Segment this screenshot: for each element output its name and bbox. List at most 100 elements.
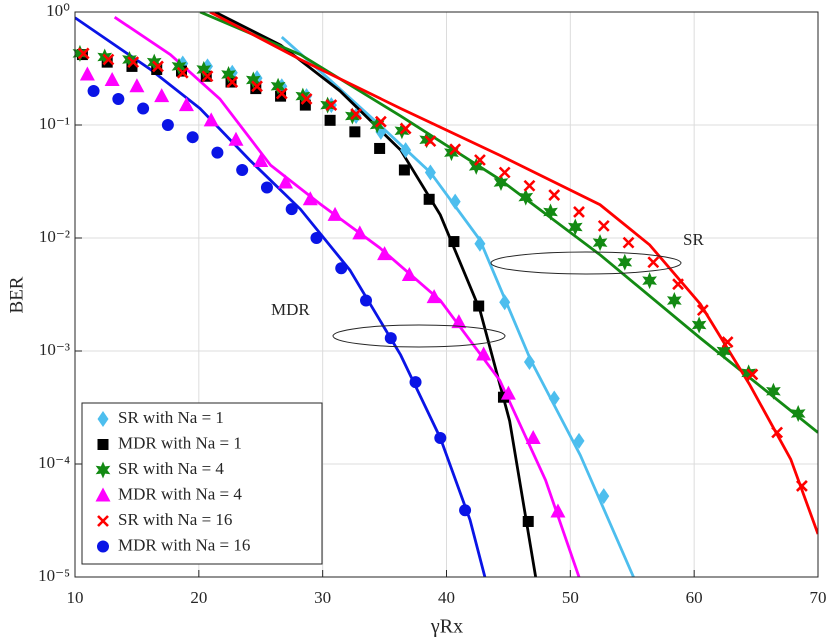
- star-marker: [171, 57, 187, 75]
- diamond-marker: [400, 142, 412, 159]
- x-marker: [399, 122, 412, 135]
- x-marker: [275, 87, 288, 100]
- x-tick-label: 40: [438, 588, 455, 607]
- diamond-marker: [598, 488, 610, 505]
- star-marker: [567, 218, 583, 236]
- square-marker: [398, 164, 410, 176]
- legend-label: MDR with Na = 16: [118, 535, 250, 554]
- square-marker: [423, 193, 435, 205]
- triangle-marker: [129, 78, 145, 93]
- diamond-marker: [424, 164, 436, 181]
- x-marker: [795, 479, 808, 492]
- x-marker: [226, 76, 239, 88]
- square-marker: [299, 99, 311, 111]
- legend-label: SR with Na = 1: [118, 408, 224, 427]
- circle-marker: [137, 102, 150, 115]
- star-marker: [72, 44, 88, 62]
- circle-marker: [360, 294, 373, 307]
- star-marker: [245, 71, 261, 89]
- square-marker: [324, 114, 336, 126]
- x-tick-label: 30: [314, 588, 331, 607]
- diamond-marker: [548, 390, 560, 407]
- square-marker: [349, 126, 361, 138]
- star-marker: [691, 316, 707, 334]
- square-marker: [522, 515, 534, 527]
- triangle-marker: [352, 225, 368, 240]
- star-marker: [741, 364, 757, 382]
- star-marker: [592, 234, 608, 252]
- x-tick-label: 20: [190, 588, 207, 607]
- annotation: MDR: [271, 300, 310, 319]
- annotation: SR: [683, 230, 704, 249]
- markers: [72, 44, 808, 527]
- x-marker: [449, 143, 462, 156]
- x-marker: [696, 304, 709, 317]
- x-marker: [127, 56, 140, 69]
- x-marker: [300, 93, 313, 105]
- x-marker: [672, 278, 684, 291]
- x-marker: [374, 115, 387, 128]
- x-tick-label: 70: [810, 588, 827, 607]
- x-marker: [251, 80, 263, 93]
- square-marker: [473, 300, 485, 312]
- star-marker: [716, 342, 732, 360]
- triangle-marker: [500, 385, 516, 400]
- star-marker: [642, 272, 657, 290]
- curve: [75, 16, 487, 577]
- x-marker: [548, 189, 561, 201]
- circle-marker: [211, 146, 224, 159]
- circle-marker: [87, 84, 100, 97]
- x-marker: [152, 60, 164, 73]
- triangle-marker: [203, 112, 219, 127]
- star-marker: [468, 157, 484, 175]
- triangle-marker: [377, 246, 393, 261]
- circle-marker: [236, 163, 249, 176]
- curve: [113, 16, 581, 577]
- x-marker: [474, 154, 486, 166]
- triangle-marker: [253, 153, 269, 168]
- circle-marker: [384, 332, 397, 345]
- x-marker: [746, 368, 759, 381]
- legend-label: SR with Na = 4: [118, 459, 224, 478]
- y-tick-label: 10⁰: [46, 1, 70, 20]
- y-tick-label: 10⁻⁴: [38, 453, 70, 472]
- square-marker: [448, 236, 460, 248]
- x-marker: [350, 108, 363, 120]
- x-marker: [573, 206, 585, 218]
- star-marker: [320, 96, 335, 114]
- star-marker: [196, 60, 212, 78]
- triangle-marker: [278, 174, 294, 189]
- triangle-marker: [401, 267, 417, 282]
- star-marker: [666, 291, 682, 309]
- circle-marker: [310, 232, 323, 244]
- x-marker: [498, 166, 511, 179]
- x-tick-label: 50: [562, 588, 579, 607]
- square-marker: [97, 439, 109, 450]
- triangle-marker: [525, 429, 541, 444]
- diamond-marker: [573, 432, 585, 449]
- x-marker: [325, 99, 338, 112]
- triangle-marker: [550, 503, 566, 518]
- square-marker: [374, 142, 386, 154]
- diamond-marker: [499, 294, 511, 311]
- circle-marker: [335, 262, 348, 275]
- diamond-marker: [97, 411, 109, 427]
- star-marker: [543, 203, 558, 221]
- circle-marker: [260, 181, 273, 194]
- square-marker: [126, 60, 138, 72]
- star-marker: [221, 65, 236, 83]
- x-marker: [647, 256, 660, 269]
- star-marker: [617, 253, 633, 271]
- circle-marker: [161, 119, 174, 131]
- x-marker: [721, 336, 734, 348]
- triangle-marker: [104, 72, 120, 87]
- star-marker: [493, 173, 509, 191]
- diamond-marker: [523, 353, 535, 370]
- triangle-marker: [327, 206, 343, 221]
- circle-marker: [459, 504, 472, 517]
- star-marker: [95, 461, 111, 479]
- legend-label: MDR with Na = 4: [118, 484, 242, 503]
- star-marker: [790, 404, 806, 422]
